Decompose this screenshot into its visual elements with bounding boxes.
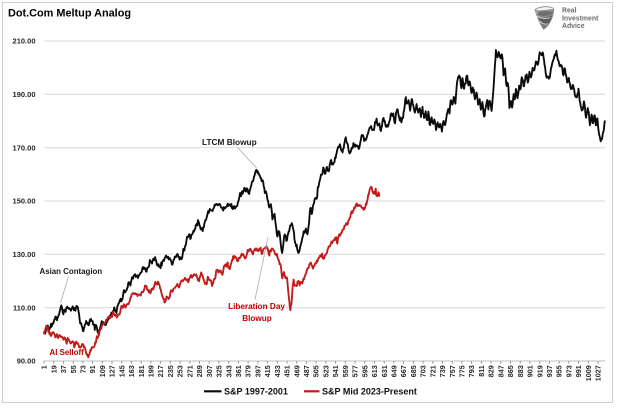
- svg-text:865: 865: [506, 365, 515, 377]
- svg-text:775: 775: [458, 365, 467, 377]
- svg-text:235: 235: [166, 365, 175, 377]
- svg-text:739: 739: [438, 365, 447, 377]
- svg-text:253: 253: [176, 365, 185, 377]
- svg-text:595: 595: [360, 365, 369, 377]
- svg-text:AI Selloff: AI Selloff: [50, 348, 85, 357]
- svg-text:955: 955: [555, 365, 564, 377]
- svg-text:163: 163: [127, 365, 136, 377]
- svg-text:397: 397: [253, 365, 262, 377]
- svg-text:829: 829: [487, 365, 496, 377]
- svg-text:901: 901: [526, 365, 535, 377]
- svg-text:LTCM Blowup: LTCM Blowup: [202, 137, 257, 147]
- svg-text:110.00: 110.00: [13, 303, 36, 312]
- svg-text:19: 19: [49, 365, 58, 373]
- svg-text:S&P 1997-2001: S&P 1997-2001: [224, 387, 288, 397]
- svg-text:145: 145: [117, 365, 126, 377]
- svg-text:577: 577: [351, 365, 360, 377]
- svg-text:343: 343: [224, 365, 233, 377]
- svg-text:973: 973: [564, 365, 573, 377]
- svg-text:685: 685: [409, 365, 418, 377]
- svg-text:37: 37: [59, 365, 68, 373]
- svg-text:1009: 1009: [584, 365, 593, 381]
- svg-text:811: 811: [477, 365, 486, 377]
- svg-text:469: 469: [292, 365, 301, 377]
- svg-text:307: 307: [205, 365, 214, 377]
- svg-text:271: 271: [185, 365, 194, 377]
- svg-text:130.00: 130.00: [13, 250, 36, 259]
- svg-text:210.00: 210.00: [13, 37, 36, 46]
- svg-text:487: 487: [302, 365, 311, 377]
- svg-text:559: 559: [341, 365, 350, 377]
- svg-text:199: 199: [147, 365, 156, 377]
- svg-text:649: 649: [390, 365, 399, 377]
- svg-text:757: 757: [448, 365, 457, 377]
- svg-text:Liberation Day: Liberation Day: [228, 302, 285, 311]
- svg-text:1: 1: [40, 365, 49, 369]
- svg-text:73: 73: [79, 365, 88, 373]
- svg-text:109: 109: [98, 365, 107, 377]
- svg-text:721: 721: [428, 365, 437, 377]
- svg-text:Real: Real: [562, 8, 577, 15]
- svg-text:127: 127: [108, 365, 117, 377]
- svg-text:S&P Mid 2023-Present: S&P Mid 2023-Present: [322, 387, 417, 397]
- svg-text:Blowup: Blowup: [242, 314, 272, 323]
- svg-text:415: 415: [263, 365, 272, 377]
- svg-text:523: 523: [321, 365, 330, 377]
- svg-text:150.00: 150.00: [13, 197, 36, 206]
- svg-text:361: 361: [234, 365, 243, 377]
- svg-text:325: 325: [215, 365, 224, 377]
- svg-text:170.00: 170.00: [13, 143, 36, 152]
- svg-text:Investment: Investment: [562, 15, 599, 22]
- svg-text:451: 451: [283, 365, 292, 377]
- svg-text:703: 703: [419, 365, 428, 377]
- svg-text:379: 379: [244, 365, 253, 377]
- svg-text:55: 55: [69, 365, 78, 373]
- svg-text:883: 883: [516, 365, 525, 377]
- svg-text:937: 937: [545, 365, 554, 377]
- svg-text:Asian Contagion: Asian Contagion: [40, 267, 103, 276]
- svg-text:667: 667: [399, 365, 408, 377]
- svg-text:90.00: 90.00: [17, 357, 36, 366]
- svg-text:190.00: 190.00: [13, 90, 36, 99]
- svg-text:541: 541: [331, 365, 340, 377]
- svg-text:91: 91: [88, 365, 97, 373]
- svg-text:919: 919: [535, 365, 544, 377]
- svg-text:793: 793: [467, 365, 476, 377]
- svg-text:505: 505: [312, 365, 321, 377]
- svg-text:433: 433: [273, 365, 282, 377]
- svg-text:289: 289: [195, 365, 204, 377]
- svg-text:847: 847: [496, 365, 505, 377]
- svg-text:Advice: Advice: [562, 23, 585, 30]
- svg-text:Dot.Com Meltup Analog: Dot.Com Meltup Analog: [8, 7, 131, 19]
- svg-text:181: 181: [137, 365, 146, 377]
- svg-text:613: 613: [370, 365, 379, 377]
- svg-text:1027: 1027: [594, 365, 603, 381]
- svg-text:631: 631: [380, 365, 389, 377]
- svg-text:991: 991: [574, 365, 583, 377]
- svg-text:217: 217: [156, 365, 165, 377]
